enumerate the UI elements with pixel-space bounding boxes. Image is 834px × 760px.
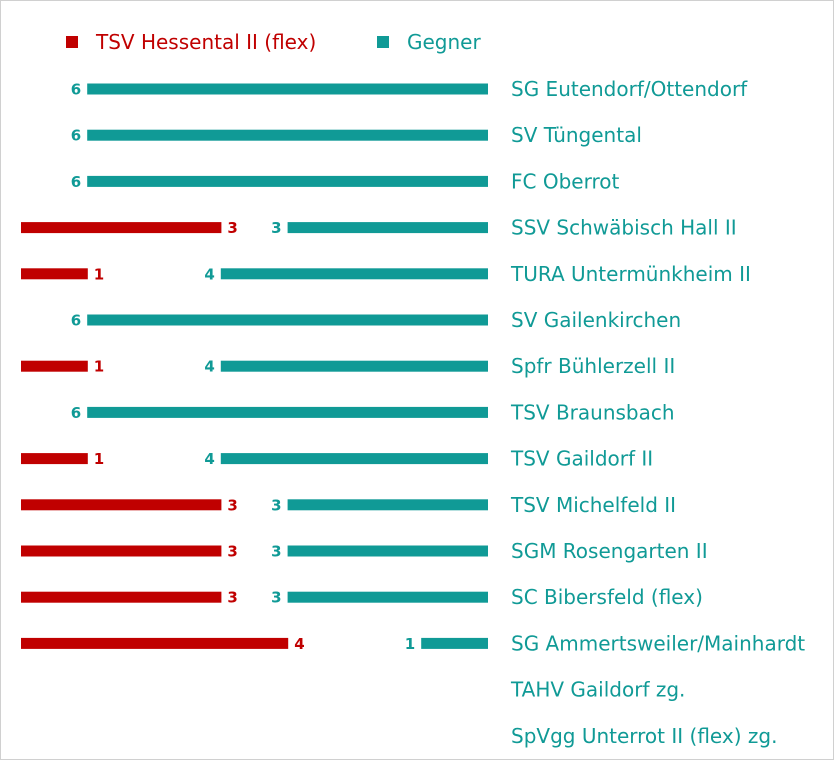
category-label: SpVgg Unterrot II (flex) zg. — [511, 724, 777, 748]
value-label-home: 1 — [94, 358, 104, 376]
value-label-away: 3 — [271, 219, 281, 237]
category-label: SV Tüngental — [511, 123, 642, 147]
bar-home — [21, 591, 222, 603]
value-label-home: 3 — [227, 543, 237, 561]
chart-row: 1 4 Spfr Bühlerzell II — [21, 354, 675, 378]
value-label-away: 6 — [71, 312, 81, 330]
bar-home — [21, 222, 222, 234]
value-label-away: 3 — [271, 496, 281, 514]
value-label-home: 3 — [227, 496, 237, 514]
value-label-home: 1 — [94, 450, 104, 468]
value-label-away: 4 — [204, 450, 214, 468]
chart-row: 6 TSV Braunsbach — [71, 400, 675, 424]
chart-row: 3 3 TSV Michelfeld II — [21, 493, 676, 517]
chart-row: 1 4 TURA Untermünkheim II — [21, 262, 751, 286]
legend-swatch-away — [377, 36, 389, 48]
value-label-away: 6 — [71, 404, 81, 422]
category-label: FC Oberrot — [511, 169, 619, 193]
value-label-away: 3 — [271, 543, 281, 561]
value-label-home: 3 — [227, 219, 237, 237]
chart-row: 3 3 SGM Rosengarten II — [21, 539, 708, 563]
value-label-away: 4 — [204, 265, 214, 283]
chart-row: 4 1 SG Ammertsweiler/Mainhardt — [21, 631, 805, 655]
bar-away — [220, 453, 489, 465]
value-label-away: 1 — [405, 635, 415, 653]
bar-away — [287, 222, 488, 234]
category-label: Spfr Bühlerzell II — [511, 354, 675, 378]
category-label: TAHV Gaildorf zg. — [510, 678, 685, 702]
category-label: SC Bibersfeld (flex) — [511, 585, 703, 609]
bar-home — [21, 453, 88, 465]
chart-row: 6 FC Oberrot — [71, 169, 620, 193]
bar-away — [220, 360, 489, 372]
value-label-home: 4 — [294, 635, 304, 653]
chart-rows: 6 SG Eutendorf/Ottendorf 6 SV Tüngental 6 FC … — [21, 77, 805, 748]
bar-away — [87, 83, 488, 95]
bar-home — [21, 499, 222, 511]
chart-row: 6 SV Gailenkirchen — [71, 308, 681, 332]
value-label-away: 6 — [71, 127, 81, 145]
legend-label-away: Gegner — [407, 30, 481, 54]
bar-away — [87, 314, 488, 326]
category-label: TSV Gaildorf II — [510, 447, 653, 471]
chart-row: 1 4 TSV Gaildorf II — [21, 447, 653, 471]
value-label-away: 6 — [71, 173, 81, 191]
chart-row: TAHV Gaildorf zg. — [510, 678, 685, 702]
category-label: SG Eutendorf/Ottendorf — [511, 77, 748, 101]
value-label-home: 3 — [227, 589, 237, 607]
bar-home — [21, 545, 222, 557]
legend-swatch-home — [66, 36, 78, 48]
legend: TSV Hessental II (flex) Gegner — [66, 30, 481, 54]
value-label-away: 6 — [71, 81, 81, 99]
bar-away — [287, 545, 488, 557]
chart-row: 6 SV Tüngental — [71, 123, 642, 147]
bar-home — [21, 637, 289, 649]
bar-away — [87, 175, 488, 187]
bar-home — [21, 268, 88, 280]
bar-away — [287, 499, 488, 511]
chart-row: 6 SG Eutendorf/Ottendorf — [71, 77, 748, 101]
chart-row: 3 3 SSV Schwäbisch Hall II — [21, 216, 737, 240]
category-label: TSV Braunsbach — [510, 400, 675, 424]
value-label-away: 3 — [271, 589, 281, 607]
bar-away — [87, 129, 488, 141]
category-label: SGM Rosengarten II — [511, 539, 708, 563]
value-label-home: 1 — [94, 265, 104, 283]
category-label: TURA Untermünkheim II — [510, 262, 751, 286]
legend-label-home: TSV Hessental II (flex) — [95, 30, 316, 54]
category-label: TSV Michelfeld II — [510, 493, 676, 517]
category-label: SV Gailenkirchen — [511, 308, 681, 332]
bar-away — [87, 406, 488, 418]
category-label: SSV Schwäbisch Hall II — [511, 216, 737, 240]
value-label-away: 4 — [204, 358, 214, 376]
bar-home — [21, 360, 88, 372]
bar-away — [220, 268, 489, 280]
chart-row: 3 3 SC Bibersfeld (flex) — [21, 585, 703, 609]
chart-row: SpVgg Unterrot II (flex) zg. — [511, 724, 777, 748]
bar-away — [421, 637, 488, 649]
category-label: SG Ammertsweiler/Mainhardt — [511, 631, 805, 655]
bar-away — [287, 591, 488, 603]
